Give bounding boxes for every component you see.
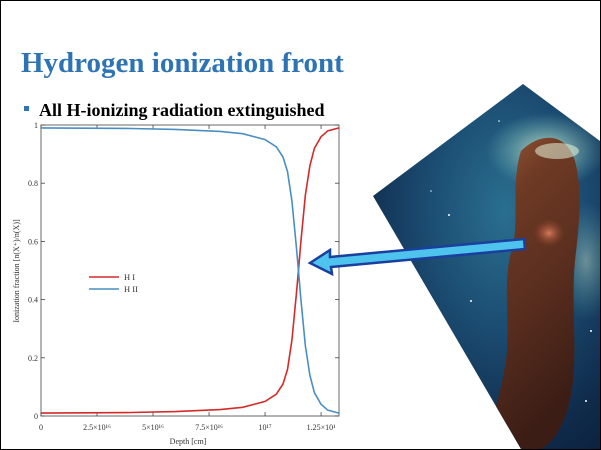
plot-frame: [40, 124, 340, 417]
y-tick-label: 0.8: [28, 179, 38, 188]
x-tick-label: 1.25×10¹: [307, 423, 337, 432]
legend-box: [84, 267, 170, 303]
x-tick-label: 7.5×10¹⁶: [195, 423, 223, 432]
y-tick-label: 0: [34, 412, 38, 421]
bullet-item: All H-ionizing radiation extinguished: [24, 100, 325, 121]
legend-label: H I: [124, 272, 135, 282]
y-tick-label: 0.6: [28, 237, 38, 246]
slide-title: Hydrogen ionization front: [21, 47, 344, 79]
y-tick-label: 0.4: [28, 296, 38, 305]
bullet-square-icon: [24, 106, 29, 112]
x-tick-label: 5×10¹⁶: [142, 423, 164, 432]
y-tick-label: 0.2: [28, 354, 38, 363]
x-tick-label: 10¹⁷: [258, 423, 271, 432]
chart-series: [40, 127, 340, 414]
series-line-h-i: [40, 127, 340, 414]
chart-ticks: 0 2.5×10¹⁶ 5×10¹⁶ 7.5×10¹⁶ 10¹⁷ 1.25×10¹ 0 0.2 0…: [28, 121, 339, 432]
x-tick-label: 0: [39, 423, 43, 432]
bullet-text: All H-ionizing radiation extinguished: [39, 100, 325, 120]
legend-label: H II: [124, 284, 138, 294]
x-tick-label: 2.5×10¹⁶: [83, 423, 111, 432]
chart-legend: H I H II: [84, 267, 170, 303]
series-line-h-ii: [40, 127, 340, 414]
y-tick-label: 1: [34, 121, 38, 130]
arrow-left-icon: [307, 237, 527, 277]
y-axis-label: Ionization fraction [n(X⁺)/n(X)]: [12, 219, 21, 323]
x-axis-label: Depth [cm]: [170, 437, 207, 446]
